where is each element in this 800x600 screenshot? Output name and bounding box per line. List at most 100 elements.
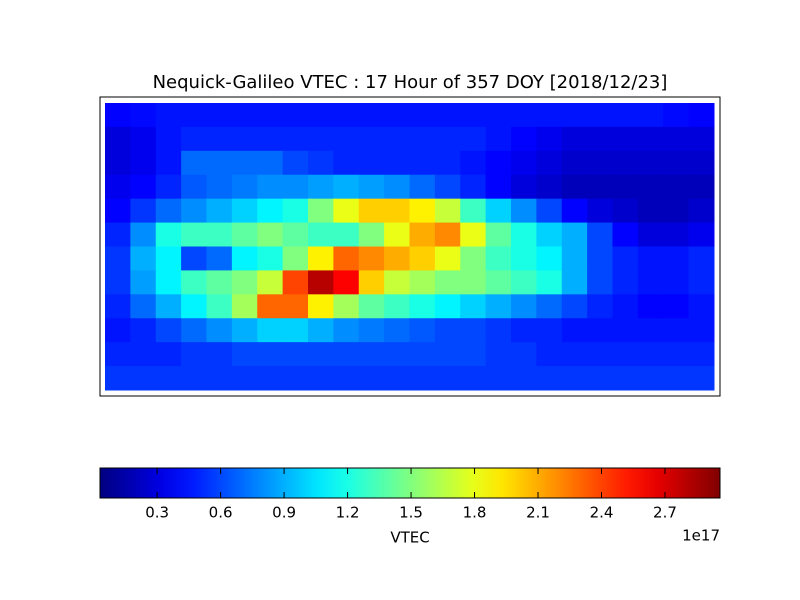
heatmap-cell xyxy=(637,126,664,152)
heatmap-cell xyxy=(206,150,233,176)
heatmap-cell xyxy=(155,270,182,295)
heatmap-cell xyxy=(460,318,487,343)
heatmap-cell xyxy=(181,126,207,152)
heatmap-cell xyxy=(130,198,157,224)
heatmap-cell xyxy=(384,294,410,319)
heatmap-cell xyxy=(308,103,334,128)
heatmap-cell xyxy=(257,150,284,176)
heatmap-cell xyxy=(155,342,182,367)
heatmap-cell xyxy=(384,198,410,224)
heatmap-cell xyxy=(333,103,360,128)
heatmap-cell xyxy=(282,366,309,391)
heatmap-cell xyxy=(561,342,588,367)
heatmap-cell xyxy=(663,126,690,152)
heatmap-cell xyxy=(105,150,131,176)
heatmap-cell xyxy=(181,150,207,176)
heatmap-cell xyxy=(434,222,461,247)
heatmap-cell xyxy=(384,342,410,367)
heatmap-cell xyxy=(231,270,258,295)
heatmap-cell xyxy=(358,150,385,176)
heatmap-cell xyxy=(409,342,436,367)
heatmap-cell xyxy=(434,103,461,128)
heatmap-cell xyxy=(561,198,588,224)
heatmap-cell xyxy=(612,222,639,247)
heatmap-cell xyxy=(206,294,233,319)
heatmap-cell xyxy=(688,174,715,200)
heatmap-cell xyxy=(637,294,664,319)
heatmap-cell xyxy=(536,174,563,200)
heatmap-cell xyxy=(333,174,360,200)
heatmap-cell xyxy=(434,246,461,271)
heatmap-cell xyxy=(663,318,690,343)
heatmap-cell xyxy=(308,126,334,152)
heatmap-cell xyxy=(536,222,563,247)
heatmap-cell xyxy=(663,150,690,176)
heatmap-cell xyxy=(587,342,613,367)
heatmap-cell xyxy=(206,270,233,295)
heatmap-cell xyxy=(181,103,207,128)
heatmap-cell xyxy=(612,198,639,224)
heatmap-cell xyxy=(434,174,461,200)
heatmap-cell xyxy=(155,246,182,271)
heatmap-cell xyxy=(663,198,690,224)
heatmap-cell xyxy=(612,366,639,391)
heatmap-cell xyxy=(308,318,334,343)
heatmap-cell xyxy=(105,198,131,224)
heatmap-cell xyxy=(333,126,360,152)
heatmap-cell xyxy=(485,294,512,319)
heatmap-cell xyxy=(155,294,182,319)
heatmap-cell xyxy=(181,222,207,247)
heatmap-cell xyxy=(536,150,563,176)
heatmap-cell xyxy=(384,270,410,295)
heatmap-cell xyxy=(130,294,157,319)
colorbar-tick-label: 1.8 xyxy=(463,504,487,522)
heatmap-cell xyxy=(434,294,461,319)
heatmap-cell xyxy=(485,318,512,343)
heatmap-cell xyxy=(333,198,360,224)
heatmap-cell xyxy=(282,174,309,200)
heatmap-cell xyxy=(308,174,334,200)
heatmap-cell xyxy=(358,198,385,224)
heatmap-cell xyxy=(460,222,487,247)
heatmap-cell xyxy=(409,366,436,391)
heatmap-cell xyxy=(485,222,512,247)
heatmap-cell xyxy=(105,246,131,271)
heatmap-cell xyxy=(257,103,284,128)
heatmap-cell xyxy=(206,126,233,152)
heatmap-cell xyxy=(358,246,385,271)
heatmap-cell xyxy=(282,342,309,367)
heatmap-cell xyxy=(308,366,334,391)
heatmap-cell xyxy=(434,126,461,152)
heatmap-cell xyxy=(231,103,258,128)
colorbar-tick-label: 1.5 xyxy=(399,504,423,522)
heatmap-cell xyxy=(282,318,309,343)
heatmap-cell xyxy=(612,126,639,152)
heatmap-cell xyxy=(257,366,284,391)
heatmap-cell xyxy=(663,294,690,319)
heatmap-cell xyxy=(181,174,207,200)
heatmap-cell xyxy=(663,246,690,271)
heatmap-cell xyxy=(587,198,613,224)
heatmap-cell xyxy=(409,198,436,224)
heatmap-cell xyxy=(460,126,487,152)
heatmap-cell xyxy=(105,222,131,247)
heatmap-cell xyxy=(561,126,588,152)
heatmap-cell xyxy=(485,103,512,128)
heatmap-cell xyxy=(460,198,487,224)
heatmap-cell xyxy=(282,270,309,295)
heatmap-cell xyxy=(308,222,334,247)
heatmap-cell xyxy=(536,366,563,391)
heatmap-cell xyxy=(155,366,182,391)
heatmap-cell xyxy=(511,342,537,367)
heatmap-cell xyxy=(485,366,512,391)
heatmap-cell xyxy=(105,318,131,343)
heatmap-cell xyxy=(206,198,233,224)
heatmap-cell xyxy=(460,342,487,367)
heatmap-cell xyxy=(206,222,233,247)
heatmap-cell xyxy=(105,174,131,200)
heatmap-cell xyxy=(587,222,613,247)
heatmap-cell xyxy=(637,198,664,224)
heatmap-cell xyxy=(257,174,284,200)
heatmap-cell xyxy=(130,366,157,391)
heatmap-cell xyxy=(688,150,715,176)
